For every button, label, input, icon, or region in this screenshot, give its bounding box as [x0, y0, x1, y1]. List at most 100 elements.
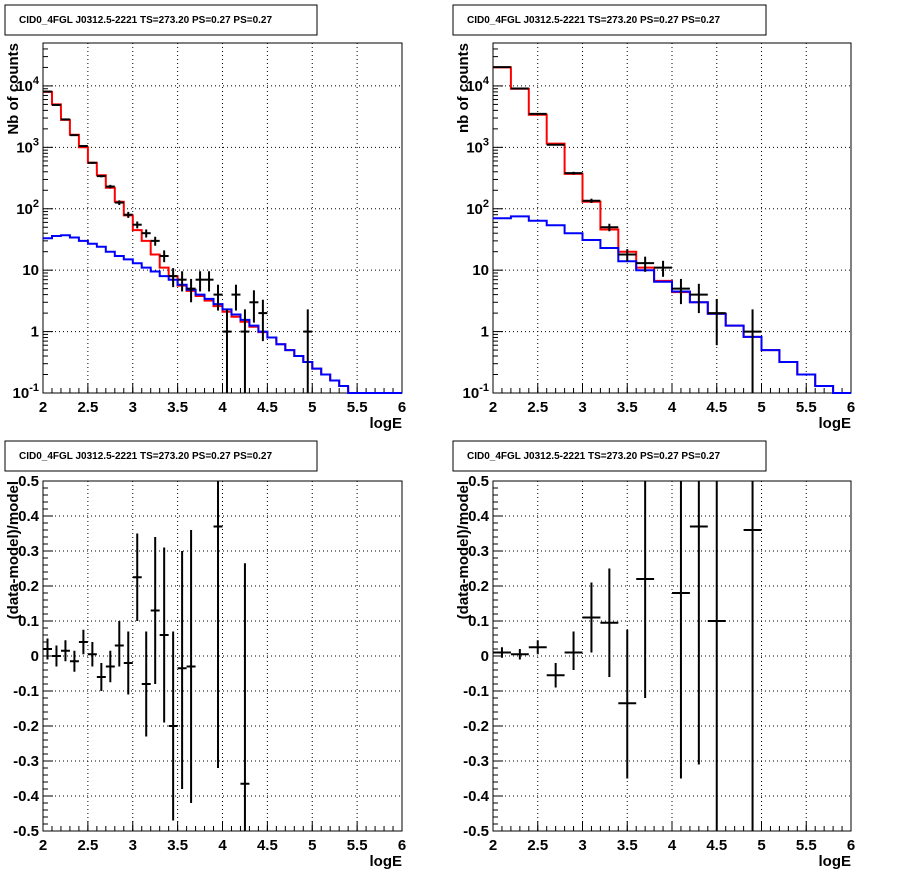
x-axis-label: logE	[819, 415, 852, 432]
chart-title-box: CID0_4FGL J0312.5-2221 TS=273.20 PS=0.27…	[4, 4, 318, 36]
x-tick-label: 2	[489, 837, 497, 854]
x-tick-label: 6	[398, 399, 406, 416]
data-point	[564, 631, 583, 670]
y-tick-label: -0.2	[13, 718, 39, 735]
y-tick-label: -0.5	[13, 823, 39, 840]
panel-4: 2 2.5 3 3.5 4 4.5 5 5.5 6 -0.5 -0.4 -0.3 -0.2 -0.1 0 0.…	[452, 440, 855, 870]
plot-frame	[492, 480, 852, 832]
data-point	[78, 629, 88, 655]
data-point	[528, 640, 547, 655]
data-point	[618, 629, 637, 779]
data-point	[114, 621, 124, 667]
x-tick-label: 4.5	[706, 837, 727, 854]
data-point	[123, 631, 133, 695]
x-tick-label: 2	[39, 837, 47, 854]
chart-title-frame	[4, 440, 318, 472]
data-point	[78, 145, 88, 148]
data-point	[546, 143, 565, 146]
data-point	[159, 547, 169, 723]
data-point	[636, 256, 655, 272]
x-tick-label: 5.5	[347, 399, 368, 416]
x-tick-label: 2	[39, 399, 47, 416]
data-point	[240, 309, 250, 393]
x-tick-label: 4	[668, 399, 677, 416]
data-point	[132, 221, 142, 229]
x-tick-label: 2.5	[527, 837, 548, 854]
data-point	[186, 530, 196, 803]
x-tick-label: 2.5	[527, 399, 548, 416]
data-point	[43, 90, 52, 93]
data-point	[564, 171, 583, 175]
data-point	[672, 481, 690, 779]
plot-frame	[492, 42, 852, 394]
y-tick-label: 104	[16, 75, 40, 95]
y-tick-label: 0	[481, 648, 489, 665]
y-tick-label: 0.1	[468, 613, 489, 630]
y-tick-label: -0.1	[13, 683, 39, 700]
data-point	[654, 260, 672, 277]
y-tick-label: 102	[466, 198, 489, 218]
data-point	[707, 298, 726, 346]
plot-frame	[42, 480, 403, 832]
data-point	[69, 650, 79, 672]
data-point	[177, 271, 187, 292]
y-tick-label: 10	[22, 262, 39, 279]
panel-2: 2 2.5 3 3.5 4 4.5 5 5.5 6 10-1 1 10 102 103 104 logE nb …	[452, 4, 855, 432]
x-tick-label: 4.5	[257, 399, 278, 416]
data-point	[150, 236, 160, 246]
x-tick-label: 6	[847, 399, 855, 416]
y-axis-label: (data-model)/model	[455, 481, 472, 619]
x-tick-label: 3	[129, 837, 137, 854]
y-tick-label: -0.1	[463, 683, 489, 700]
y-axis-label: (data-model)/model	[5, 481, 22, 619]
x-axis-label: logE	[370, 853, 403, 870]
data-point	[249, 290, 259, 323]
y-tick-label: -0.4	[463, 788, 490, 805]
x-tick-label: 4.5	[257, 837, 278, 854]
x-tick-label: 5	[757, 837, 765, 854]
data-point	[582, 198, 601, 204]
data-point	[43, 638, 52, 660]
chart-title-frame	[452, 4, 767, 36]
x-tick-label: 2.5	[77, 837, 98, 854]
chart-title-box: CID0_4FGL J0312.5-2221 TS=273.20 PS=0.27…	[452, 440, 767, 472]
data-point	[159, 250, 169, 263]
data-point	[168, 631, 178, 821]
data-point	[69, 134, 79, 137]
x-tick-label: 5.5	[347, 837, 368, 854]
data-point	[186, 278, 196, 303]
data-point	[546, 663, 565, 688]
chart-title-box: CID0_4FGL J0312.5-2221 TS=273.20 PS=0.27…	[4, 440, 318, 472]
data-point	[528, 112, 547, 115]
y-tick-label: 104	[466, 75, 490, 95]
y-tick-label: -0.3	[463, 753, 489, 770]
x-tick-label: 3.5	[617, 837, 638, 854]
y-tick-label: -0.4	[13, 788, 40, 805]
x-axis-label: logE	[370, 415, 403, 432]
data-point	[141, 631, 151, 737]
y-tick-label: 10-1	[463, 382, 489, 402]
x-tick-label: 3	[578, 837, 586, 854]
panel-3: 2 2.5 3 3.5 4 4.5 5 5.5 6 -0.5 -0.4 -0.3 -0.2 -0.1 0 0.…	[4, 440, 406, 870]
data-point	[96, 663, 106, 691]
y-tick-label: 0.5	[18, 473, 39, 490]
y-tick-label: 0.3	[18, 543, 39, 560]
x-tick-label: 4	[668, 837, 677, 854]
x-tick-label: 2.5	[77, 399, 98, 416]
chart-title-frame	[4, 4, 318, 36]
data-point	[87, 642, 97, 667]
data-point	[51, 103, 61, 106]
y-tick-label: -0.3	[13, 753, 39, 770]
x-tick-label: 2	[489, 399, 497, 416]
data-point	[60, 118, 70, 121]
data-point	[114, 200, 124, 206]
data-point	[213, 284, 223, 311]
data-point	[493, 66, 511, 69]
y-tick-label: 0.2	[468, 578, 489, 595]
data-point	[707, 481, 726, 831]
y-axis-label: Nb of counts	[5, 43, 22, 135]
data-point	[672, 278, 690, 305]
x-tick-label: 6	[847, 837, 855, 854]
x-tick-label: 3.5	[167, 837, 188, 854]
